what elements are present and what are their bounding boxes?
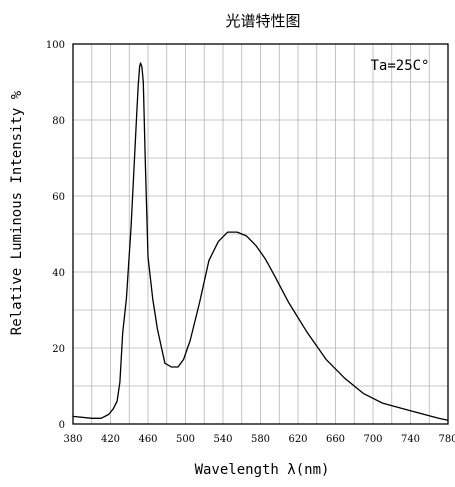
y-tick-label: 80 <box>52 116 65 127</box>
spectrum-line-0 <box>72 62 449 421</box>
y-axis-label: Relative Luminous Intensity % <box>9 90 25 335</box>
x-tick-label: 740 <box>401 434 420 445</box>
x-tick-label: 540 <box>213 434 232 445</box>
x-tick-label: 580 <box>251 434 270 445</box>
x-tick-label: 780 <box>438 434 455 445</box>
x-tick-label: 460 <box>138 434 157 445</box>
temperature-annotation: Ta=25C° <box>370 58 429 74</box>
y-tick-label: 20 <box>52 344 65 355</box>
y-tick-label: 60 <box>52 192 65 203</box>
x-tick-label: 500 <box>176 434 195 445</box>
series-layer <box>72 62 449 421</box>
y-tick-label: 40 <box>52 268 65 279</box>
y-tick-label: 0 <box>59 420 65 431</box>
x-tick-label: 380 <box>63 434 82 445</box>
x-tick-label: 620 <box>288 434 307 445</box>
tick-labels: 380 420 460 500 540 580 620 660 700 740 780 0 20 40 60… <box>46 40 455 445</box>
x-tick-label: 420 <box>101 434 120 445</box>
y-tick-label: 100 <box>46 40 65 51</box>
x-tick-label: 700 <box>363 434 382 445</box>
grid <box>73 44 448 424</box>
plot-frame <box>72 43 449 425</box>
x-axis-label: Wavelength λ(nm) <box>195 462 330 478</box>
chart-title: 光谱特性图 <box>225 12 300 30</box>
x-tick-label: 660 <box>326 434 345 445</box>
